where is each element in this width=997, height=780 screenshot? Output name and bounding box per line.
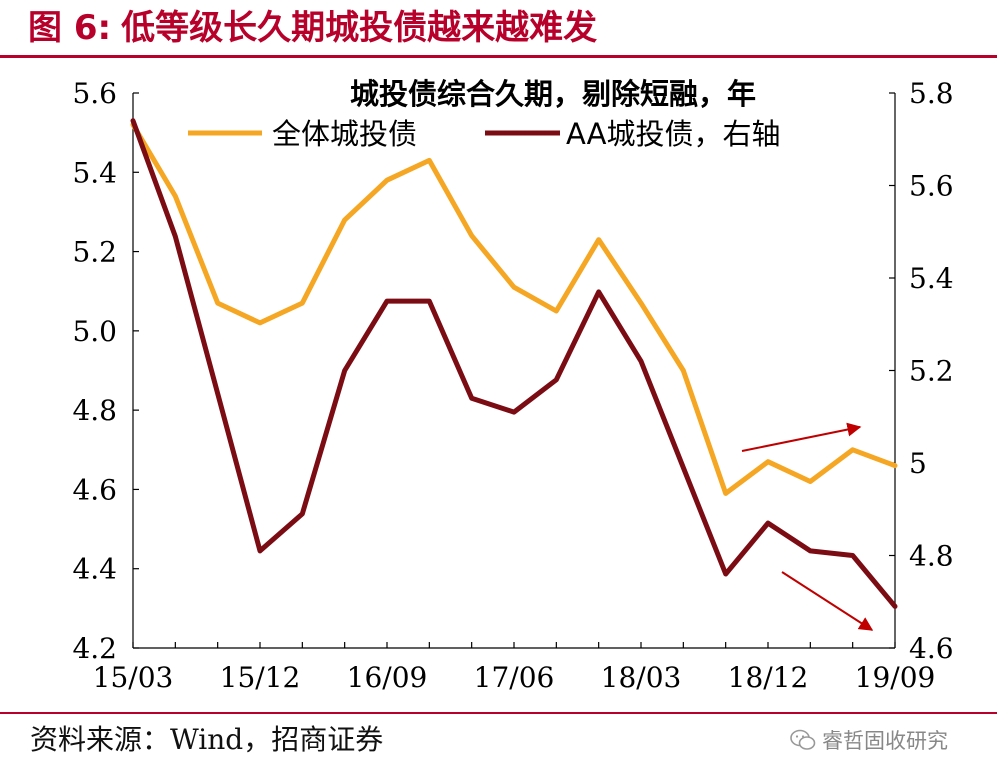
line-chart: 5.6 5.4 5.2 5.0 4.8 4.6 4.4 4.2 5.8 5.6 5.4 5.2 5 4.8… — [72, 77, 953, 694]
annotations — [741, 422, 874, 631]
watermark: 睿哲固收研究 — [790, 724, 948, 756]
figure-title: 低等级长久期城投债越来越难发 — [121, 8, 598, 48]
trend-arrow-down — [781, 571, 874, 631]
y-right-tick-label: 5.4 — [909, 262, 954, 295]
watermark-text: 睿哲固收研究 — [822, 729, 948, 753]
series-line-2 — [130, 118, 898, 609]
legend-label-1: 全体城投债 — [272, 117, 417, 151]
y-left-tick-label: 5.2 — [72, 236, 117, 269]
y-left-tick-label: 5.0 — [72, 315, 117, 348]
y-left-tick-label: 4.4 — [72, 553, 117, 586]
y-right-tick-label: 4.8 — [909, 540, 954, 573]
header-rule — [0, 55, 997, 58]
x-tick-label: 19/09 — [855, 661, 936, 694]
legend-label-2: AA城投债，右轴 — [566, 117, 780, 151]
x-tick-label: 18/12 — [728, 661, 809, 694]
x-tick-label: 18/03 — [601, 661, 682, 694]
y-left-tick-label: 5.4 — [72, 156, 117, 189]
axes: 5.6 5.4 5.2 5.0 4.8 4.6 4.4 4.2 5.8 5.6 5.4 5.2 5 4.8… — [72, 77, 953, 694]
trend-arrow-up — [741, 422, 862, 452]
y-right-tick-label: 5.8 — [909, 77, 954, 110]
wechat-icon — [790, 729, 816, 750]
y-left-tick-label: 4.6 — [72, 473, 117, 506]
chart-title: 城投债综合久期，剔除短融，年 — [350, 77, 756, 111]
x-tick-label: 15/03 — [93, 661, 174, 694]
y-right-tick-label: 4.6 — [909, 632, 954, 665]
series-line-1 — [130, 122, 898, 496]
series-group — [130, 118, 898, 609]
y-right-tick-label: 5.6 — [909, 170, 954, 203]
figure-number: 图 6: — [28, 8, 112, 48]
y-right-tick-label: 5 — [909, 447, 927, 480]
footer-rule — [0, 712, 997, 714]
x-tick-label: 17/06 — [474, 661, 555, 694]
figure-header: 图 6: 低等级长久期城投债越来越难发 — [28, 6, 988, 50]
source-note: 资料来源：Wind，招商证券 — [30, 723, 384, 756]
y-left-tick-label: 4.2 — [72, 632, 117, 665]
y-right-tick-label: 5.2 — [909, 355, 954, 388]
y-left-tick-label: 5.6 — [72, 77, 117, 110]
legend: 全体城投债 AA城投债，右轴 — [188, 117, 780, 151]
x-tick-label: 16/09 — [347, 661, 428, 694]
x-tick-label: 15/12 — [220, 661, 301, 694]
y-left-tick-label: 4.8 — [72, 394, 117, 427]
